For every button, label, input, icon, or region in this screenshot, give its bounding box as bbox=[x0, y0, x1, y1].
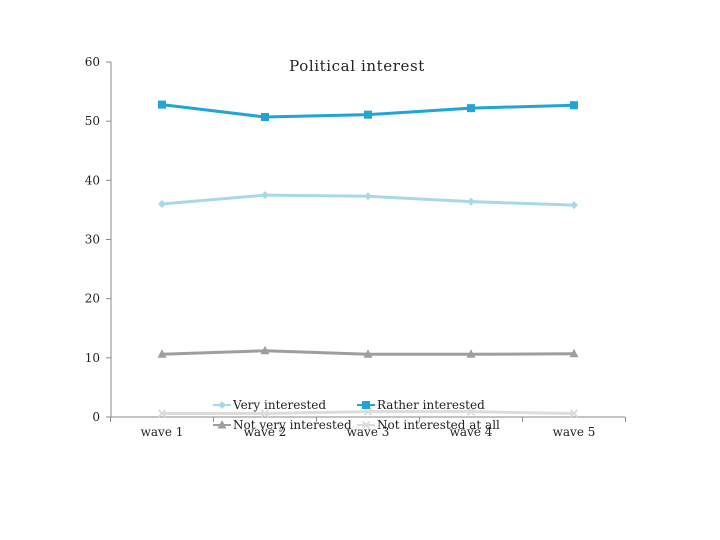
series-layer bbox=[157, 100, 579, 418]
x-tick-label: wave 1 bbox=[141, 425, 184, 439]
x-ticks: wave 1 wave 2 wave 3 wave 4 wave 5 bbox=[110, 417, 626, 439]
legend-marker bbox=[361, 420, 371, 430]
data-point bbox=[467, 197, 475, 206]
data-point bbox=[261, 113, 269, 122]
data-point bbox=[157, 349, 167, 358]
data-point bbox=[570, 201, 578, 210]
legend-item: Not very interested bbox=[213, 418, 352, 432]
x-tick-label: wave 5 bbox=[553, 425, 596, 439]
data-point bbox=[570, 101, 578, 110]
legend-label: Not very interested bbox=[233, 418, 352, 432]
y-ticks: 0 10 20 30 40 50 60 bbox=[85, 55, 111, 424]
legend-marker bbox=[218, 401, 226, 409]
legend-label: Rather interested bbox=[377, 398, 485, 412]
data-point bbox=[466, 349, 476, 358]
data-point bbox=[467, 104, 475, 113]
legend-marker bbox=[217, 420, 227, 429]
series-not-interested-at-all bbox=[157, 407, 579, 418]
x-tick-label: wave 4 bbox=[450, 425, 493, 439]
legend-label: Not interested at all bbox=[377, 418, 500, 432]
data-point bbox=[569, 409, 579, 418]
data-point bbox=[260, 345, 270, 355]
data-point bbox=[363, 349, 373, 358]
y-tick-label: 30 bbox=[85, 233, 100, 247]
data-point bbox=[158, 100, 166, 109]
x-tick-label: wave 2 bbox=[244, 425, 287, 439]
y-tick-label: 10 bbox=[85, 351, 100, 365]
data-point bbox=[363, 407, 373, 416]
series-very-interested bbox=[158, 191, 578, 210]
legend-item: Not interested at all bbox=[357, 418, 500, 432]
chart-title: Political interest bbox=[289, 57, 425, 75]
x-tick-label: wave 3 bbox=[347, 425, 390, 439]
series-not-very-interested bbox=[157, 345, 579, 358]
y-tick-label: 0 bbox=[92, 410, 100, 424]
legend-item: Rather interested bbox=[357, 398, 485, 412]
data-point bbox=[260, 409, 270, 418]
legend: Very interested Rather interested Not very… bbox=[213, 398, 500, 432]
data-point bbox=[466, 407, 476, 416]
data-point bbox=[157, 409, 167, 418]
data-point bbox=[158, 200, 166, 208]
series-rather-interested bbox=[158, 100, 578, 122]
data-point bbox=[364, 110, 372, 119]
data-point bbox=[364, 192, 372, 201]
legend-marker bbox=[362, 401, 370, 409]
legend-label: Very interested bbox=[232, 398, 326, 412]
y-tick-label: 60 bbox=[85, 55, 100, 69]
y-tick-label: 40 bbox=[85, 173, 100, 187]
data-point bbox=[569, 348, 579, 358]
y-tick-label: 20 bbox=[85, 292, 100, 306]
legend-item: Very interested bbox=[213, 398, 326, 412]
y-tick-label: 50 bbox=[85, 114, 100, 128]
data-point bbox=[261, 191, 269, 200]
